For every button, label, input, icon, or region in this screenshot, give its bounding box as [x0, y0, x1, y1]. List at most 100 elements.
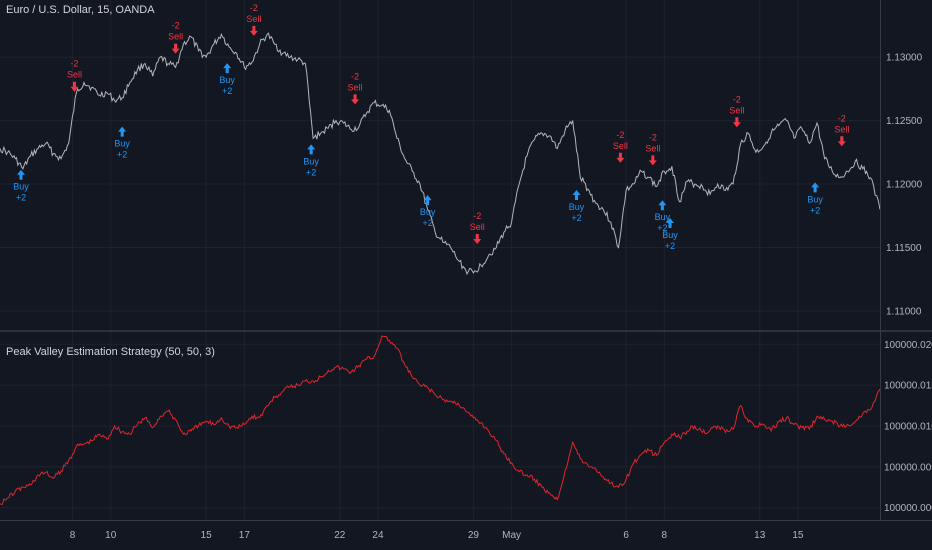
buy-arrow-icon [666, 217, 675, 228]
sell-arrow-icon [616, 152, 625, 163]
sell-label: Sell [348, 82, 363, 92]
sell-qty: -2 [473, 211, 481, 221]
buy-label: Buy [807, 194, 823, 204]
sell-arrow-icon [732, 117, 741, 128]
sell-label: Sell [470, 222, 485, 232]
buy-qty: +2 [810, 205, 820, 215]
buy-signal: Buy+2 [569, 190, 585, 223]
sell-label: Sell [246, 14, 261, 24]
buy-arrow-icon [16, 169, 25, 180]
sell-label: Sell [168, 32, 183, 42]
time-axis-label: 13 [754, 530, 766, 541]
buy-qty: +2 [657, 223, 667, 233]
buy-qty: +2 [665, 241, 675, 251]
price-axis-label: 1.11000 [886, 306, 922, 317]
indicator-pane[interactable] [0, 335, 881, 505]
sell-label: Sell [67, 70, 82, 80]
buy-signal: Buy+2 [655, 200, 671, 233]
sell-qty: -2 [172, 21, 180, 31]
time-axis-label: 8 [662, 530, 668, 541]
sell-signal: Sell-2 [348, 71, 363, 105]
buy-label: Buy [569, 202, 585, 212]
time-axis-label: 6 [623, 530, 629, 541]
equity-line [0, 335, 881, 505]
buy-label: Buy [114, 139, 130, 149]
price-pane[interactable] [0, 32, 881, 276]
equity-axis-label: 100000.00500 [884, 462, 932, 473]
time-axis-label: 17 [239, 530, 251, 541]
time-axis-label: 10 [105, 530, 117, 541]
buy-qty: +2 [571, 213, 581, 223]
sell-arrow-icon [351, 94, 360, 105]
buy-qty: +2 [222, 86, 232, 96]
buy-arrow-icon [811, 182, 820, 193]
sell-signal: Sell-2 [246, 3, 261, 36]
buy-label: Buy [219, 75, 235, 85]
sell-arrow-icon [249, 25, 258, 36]
sell-signal: Sell-2 [613, 130, 628, 163]
buy-arrow-icon [658, 200, 667, 211]
sell-qty: -2 [733, 94, 741, 104]
sell-signal: Sell-2 [645, 132, 660, 166]
buy-qty: +2 [306, 167, 316, 177]
sell-label: Sell [613, 141, 628, 151]
sell-qty: -2 [838, 113, 846, 123]
buy-label: Buy [303, 156, 319, 166]
equity-axis-label: 100000.00000 [884, 503, 932, 514]
sell-qty: -2 [250, 3, 258, 13]
sell-qty: -2 [70, 59, 78, 69]
buy-arrow-icon [307, 144, 316, 155]
grid [0, 0, 880, 520]
buy-signal: Buy+2 [420, 195, 436, 228]
buy-arrow-icon [423, 195, 432, 206]
sell-arrow-icon [70, 81, 79, 92]
sell-label: Sell [645, 143, 660, 153]
buy-arrow-icon [118, 126, 127, 137]
buy-arrow-icon [223, 63, 232, 74]
sell-label: Sell [729, 105, 744, 115]
sell-label: Sell [834, 124, 849, 134]
time-axis-label: 8 [70, 530, 76, 541]
sell-qty: -2 [351, 71, 359, 81]
sell-arrow-icon [473, 234, 482, 245]
time-axis-label: 29 [468, 530, 480, 541]
buy-signal: Buy+2 [13, 169, 29, 203]
price-axis-label: 1.12000 [886, 180, 923, 191]
equity-axis-label: 100000.01500 [884, 381, 932, 392]
buy-arrow-icon [572, 190, 581, 201]
sell-signal: Sell-2 [168, 21, 183, 54]
sell-arrow-icon [837, 136, 846, 147]
buy-signal: Buy+2 [807, 182, 823, 215]
sell-signal: Sell-2 [834, 113, 849, 147]
buy-label: Buy [662, 230, 678, 240]
price-line [0, 32, 881, 276]
sell-arrow-icon [171, 43, 180, 54]
price-axis-label: 1.12500 [886, 116, 923, 127]
sell-signal: Sell-2 [470, 211, 485, 245]
sell-qty: -2 [616, 130, 624, 140]
sell-signal: Sell-2 [729, 94, 744, 128]
signal-markers: Buy+2Sell-2Buy+2Sell-2Buy+2Sell-2Buy+2Se… [13, 3, 849, 251]
buy-signal: Buy+2 [114, 126, 130, 160]
sell-signal: Sell-2 [67, 59, 82, 92]
buy-signal: Buy+2 [303, 144, 319, 177]
time-axis-label: 15 [201, 530, 213, 541]
time-axis-label: 22 [334, 530, 346, 541]
indicator-legend[interactable]: Peak Valley Estimation Strategy (50, 50,… [6, 346, 215, 358]
buy-signal: Buy+2 [219, 63, 235, 96]
time-axis-label: 15 [792, 530, 804, 541]
buy-label: Buy [420, 207, 436, 217]
main-legend[interactable]: Euro / U.S. Dollar, 15, OANDA [6, 4, 155, 16]
buy-qty: +2 [117, 150, 127, 160]
time-axis-label: 24 [372, 530, 384, 541]
price-axis-label: 1.11500 [886, 243, 922, 254]
sell-qty: -2 [649, 132, 657, 142]
buy-qty: +2 [422, 218, 432, 228]
price-axis-label: 1.13000 [886, 53, 923, 64]
equity-axis-label: 100000.02000 [884, 340, 932, 351]
buy-signal: Buy+2 [662, 217, 678, 251]
